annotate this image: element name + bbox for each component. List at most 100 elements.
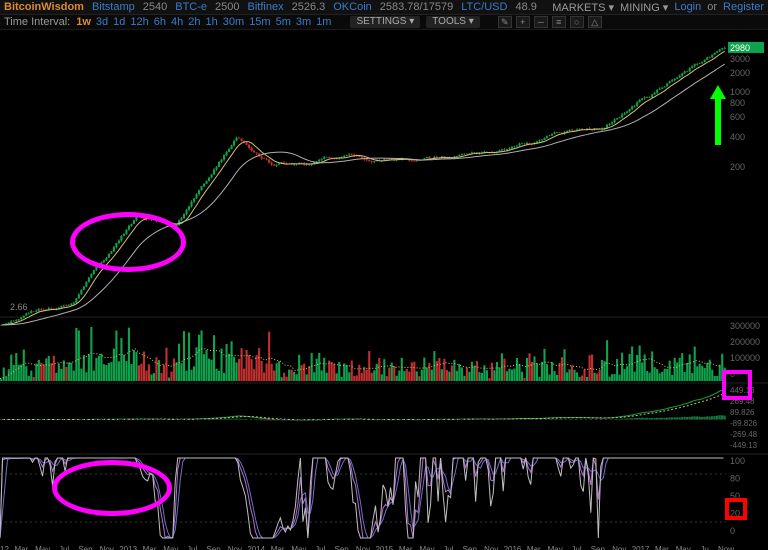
alert-tool-icon[interactable]: △	[588, 16, 602, 28]
time-interval-30m[interactable]: 30m	[223, 16, 244, 28]
svg-text:Now: Now	[718, 545, 734, 550]
svg-text:0: 0	[730, 369, 735, 379]
svg-text:Jul: Jul	[443, 545, 453, 550]
tools-button[interactable]: TOOLS ▾	[426, 16, 480, 28]
svg-text:2013: 2013	[119, 545, 137, 550]
price-bitstamp: 2540	[143, 1, 167, 13]
time-interval-1h[interactable]: 1h	[206, 16, 218, 28]
or-text: or	[707, 1, 717, 13]
svg-text:Nov: Nov	[356, 545, 370, 550]
price-bitfinex: 2526.3	[292, 1, 326, 13]
svg-text:Sep: Sep	[206, 545, 221, 550]
svg-text:200: 200	[730, 162, 745, 172]
crosshair-tool-icon[interactable]: +	[516, 16, 530, 28]
svg-text:2014: 2014	[247, 545, 265, 550]
svg-text:Nov: Nov	[228, 545, 242, 550]
time-label: Time Interval:	[4, 16, 70, 28]
price-okcoin: 2583.78/17579	[380, 1, 453, 13]
svg-text:May: May	[291, 545, 306, 550]
time-interval-1d[interactable]: 1d	[113, 16, 125, 28]
svg-text:2012: 2012	[0, 545, 9, 550]
login-link[interactable]: Login	[674, 1, 701, 13]
svg-text:-269.48: -269.48	[730, 430, 758, 439]
svg-text:Mar: Mar	[399, 545, 413, 550]
chart-area[interactable]: 400030002000100080060040020029802.663000…	[0, 30, 768, 550]
svg-text:3000: 3000	[730, 54, 750, 64]
svg-text:Mar: Mar	[527, 545, 541, 550]
draw-tool-icon[interactable]: ✎	[498, 16, 512, 28]
svg-text:Nov: Nov	[612, 545, 626, 550]
svg-text:May: May	[548, 545, 563, 550]
svg-text:1000: 1000	[730, 87, 750, 97]
svg-text:600: 600	[730, 112, 745, 122]
svg-text:Sep: Sep	[78, 545, 93, 550]
svg-text:Mar: Mar	[14, 545, 28, 550]
time-interval-3d[interactable]: 3d	[96, 16, 108, 28]
exchange-bitstamp[interactable]: Bitstamp	[92, 1, 135, 13]
time-interval-6h[interactable]: 6h	[154, 16, 166, 28]
top-bar: BitcoinWisdom Bitstamp 2540 BTC-e 2500 B…	[0, 0, 768, 15]
mining-menu[interactable]: MINING ▾	[620, 1, 668, 14]
register-link[interactable]: Register	[723, 1, 764, 13]
svg-text:2000: 2000	[730, 68, 750, 78]
svg-text:May: May	[419, 545, 434, 550]
price-btce: 2500	[215, 1, 239, 13]
svg-text:Nov: Nov	[100, 545, 114, 550]
svg-text:100000: 100000	[730, 353, 760, 363]
svg-text:200000: 200000	[730, 337, 760, 347]
svg-text:300000: 300000	[730, 321, 760, 331]
svg-text:Sep: Sep	[591, 545, 606, 550]
svg-text:-449.13: -449.13	[730, 441, 758, 450]
svg-text:80: 80	[730, 474, 740, 484]
svg-text:800: 800	[730, 98, 745, 108]
pair-ltcusd[interactable]: LTC/USD	[461, 1, 507, 13]
fib-tool-icon[interactable]: ≡	[552, 16, 566, 28]
svg-text:269.48: 269.48	[730, 397, 755, 406]
settings-button[interactable]: SETTINGS ▾	[350, 16, 420, 28]
svg-text:2016: 2016	[504, 545, 522, 550]
svg-text:May: May	[163, 545, 178, 550]
svg-text:400: 400	[730, 132, 745, 142]
exchange-bitfinex[interactable]: Bitfinex	[248, 1, 284, 13]
svg-text:2015: 2015	[375, 545, 393, 550]
svg-text:May: May	[676, 545, 691, 550]
svg-text:-89.826: -89.826	[730, 419, 758, 428]
svg-text:2017: 2017	[632, 545, 650, 550]
time-interval-4h[interactable]: 4h	[171, 16, 183, 28]
svg-text:Ju: Ju	[700, 545, 708, 550]
svg-text:Nov: Nov	[484, 545, 498, 550]
svg-text:Sep: Sep	[463, 545, 478, 550]
svg-text:20: 20	[730, 509, 740, 519]
time-interval-15m[interactable]: 15m	[249, 16, 270, 28]
svg-text:Mar: Mar	[143, 545, 157, 550]
svg-text:0: 0	[730, 526, 735, 536]
time-bar: Time Interval: 1w 3d 1d 12h 6h 4h 2h 1h 30m 15m 5m…	[0, 15, 768, 30]
svg-text:May: May	[35, 545, 50, 550]
svg-text:Jul: Jul	[187, 545, 197, 550]
time-interval-2h[interactable]: 2h	[188, 16, 200, 28]
brand[interactable]: BitcoinWisdom	[4, 1, 84, 13]
time-interval-3m[interactable]: 3m	[296, 16, 311, 28]
svg-text:Jul: Jul	[571, 545, 581, 550]
svg-text:Mar: Mar	[655, 545, 669, 550]
svg-text:449.13: 449.13	[730, 386, 755, 395]
line-tool-icon[interactable]: ─	[534, 16, 548, 28]
svg-text:Sep: Sep	[335, 545, 350, 550]
svg-text:50: 50	[730, 491, 740, 501]
price-ltcusd: 48.9	[515, 1, 536, 13]
svg-text:Jul: Jul	[59, 545, 69, 550]
svg-text:Mar: Mar	[271, 545, 285, 550]
exchange-btce[interactable]: BTC-e	[175, 1, 207, 13]
svg-text:89.826: 89.826	[730, 408, 755, 417]
svg-text:2980: 2980	[730, 43, 750, 53]
time-interval-1w[interactable]: 1w	[76, 16, 91, 28]
svg-text:100: 100	[730, 456, 745, 466]
time-interval-1m[interactable]: 1m	[316, 16, 331, 28]
exchange-okcoin[interactable]: OKCoin	[333, 1, 372, 13]
markets-menu[interactable]: MARKETS ▾	[552, 1, 614, 14]
svg-text:2.66: 2.66	[10, 302, 28, 312]
time-interval-12h[interactable]: 12h	[130, 16, 148, 28]
svg-text:Jul: Jul	[315, 545, 325, 550]
time-interval-5m[interactable]: 5m	[276, 16, 291, 28]
clear-tool-icon[interactable]: ○	[570, 16, 584, 28]
